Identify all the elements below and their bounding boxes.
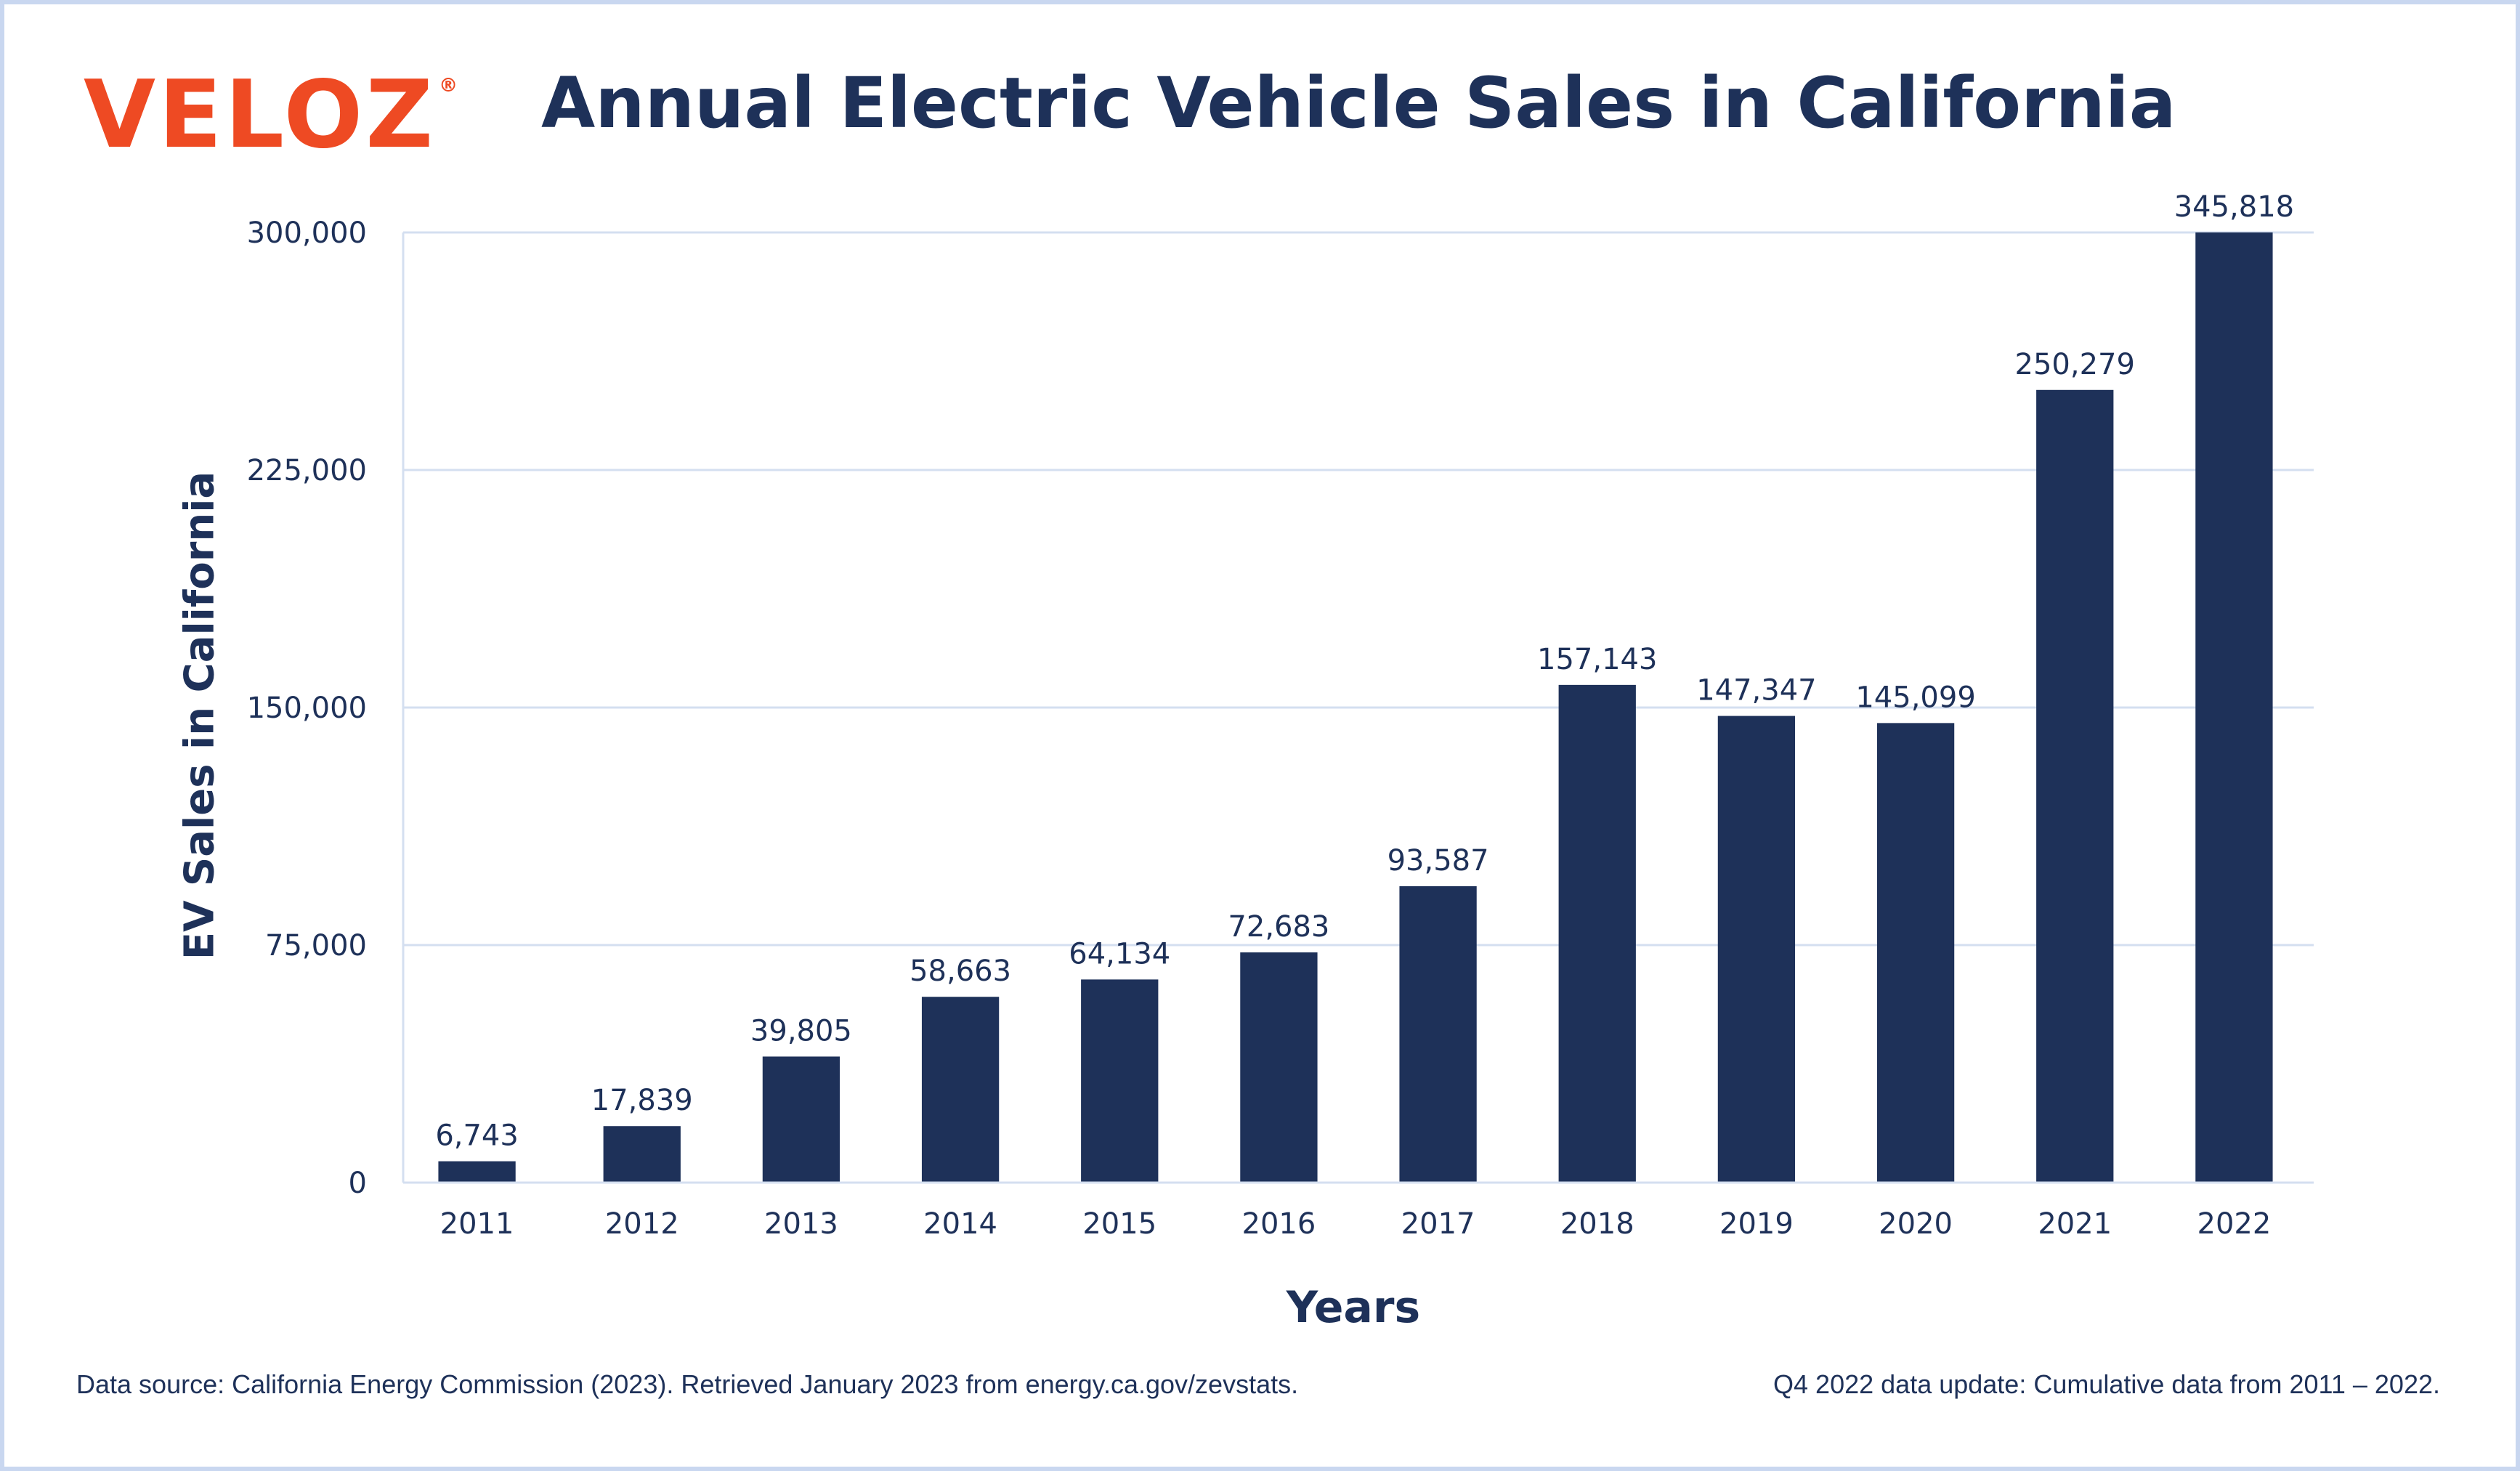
bar — [1717, 716, 1796, 1183]
bar-value-label: 250,279 — [2015, 348, 2135, 381]
x-tick-label: 2014 — [923, 1207, 997, 1241]
bar — [921, 997, 1000, 1183]
bar — [762, 1056, 840, 1183]
x-tick-label: 2017 — [1401, 1207, 1475, 1241]
x-tick-label: 2019 — [1719, 1207, 1794, 1241]
x-axis-label: Years — [1286, 1282, 1421, 1333]
y-axis-label: EV Sales in California — [176, 471, 224, 960]
bar-value-label: 17,839 — [591, 1084, 693, 1117]
x-tick-label: 2020 — [1879, 1207, 1953, 1241]
bar — [603, 1126, 681, 1183]
bar-value-label: 145,099 — [1855, 681, 1975, 714]
y-tick-label: 0 — [349, 1167, 367, 1200]
bar-value-label: 72,683 — [1228, 910, 1329, 944]
bar — [1399, 886, 1477, 1183]
x-tick-label: 2012 — [605, 1207, 679, 1241]
data-update-note: Q4 2022 data update: Cumulative data fro… — [1773, 1369, 2440, 1399]
bar — [438, 1161, 516, 1183]
x-tick-label: 2011 — [440, 1207, 514, 1241]
bar-value-label: 157,143 — [1537, 643, 1657, 676]
bar-value-label: 6,743 — [435, 1119, 519, 1153]
chart-title: Annual Electric Vehicle Sales in Califor… — [541, 62, 2176, 144]
y-tick-label: 150,000 — [247, 692, 367, 725]
bar — [1876, 723, 1955, 1183]
x-tick-label: 2015 — [1082, 1207, 1156, 1241]
y-tick-label: 75,000 — [265, 929, 367, 963]
bar — [2036, 389, 2114, 1183]
bar-value-label: 39,805 — [750, 1014, 852, 1047]
logo-text: VELOZ — [84, 61, 437, 169]
x-tick-label: 2022 — [2197, 1207, 2272, 1241]
veloz-logo: VELOZ ® — [84, 69, 458, 162]
bar-value-label: 64,134 — [1069, 937, 1170, 970]
data-source-note: Data source: California Energy Commissio… — [76, 1369, 1299, 1399]
bar-value-label: 93,587 — [1387, 844, 1489, 878]
x-tick-label: 2013 — [764, 1207, 838, 1241]
y-tick-label: 225,000 — [247, 454, 367, 487]
bar-value-label: 345,818 — [2174, 190, 2294, 224]
y-tick-label: 300,000 — [247, 216, 367, 250]
bar — [1558, 684, 1636, 1183]
bar — [1081, 979, 1159, 1183]
bar-value-label: 58,663 — [909, 955, 1011, 988]
x-tick-label: 2018 — [1560, 1207, 1634, 1241]
x-tick-label: 2021 — [2038, 1207, 2112, 1241]
bar — [2195, 232, 2273, 1183]
logo-registered-mark: ® — [439, 75, 458, 97]
bar — [1240, 952, 1318, 1183]
bar-value-label: 147,347 — [1696, 674, 1816, 708]
x-tick-label: 2016 — [1242, 1207, 1316, 1241]
